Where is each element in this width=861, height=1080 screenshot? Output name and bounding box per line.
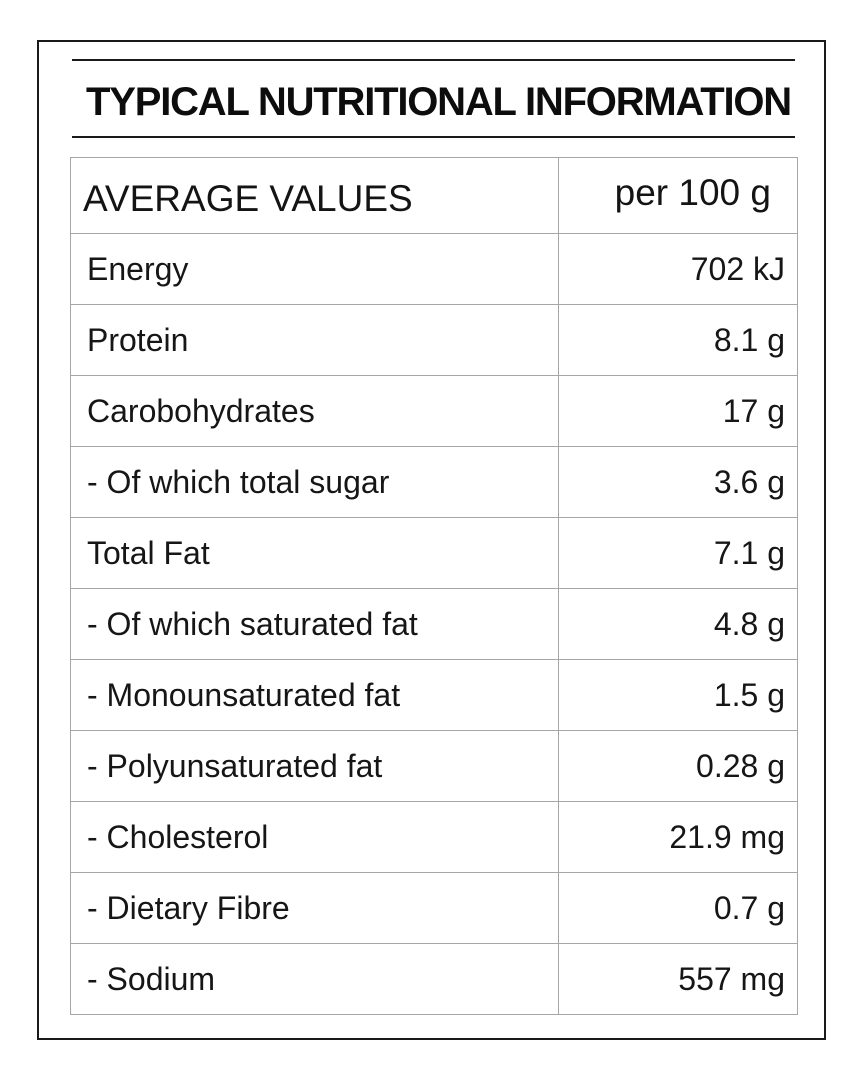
table-header-row: AVERAGE VALUES per 100 g	[70, 157, 798, 234]
title-rule-bottom	[72, 136, 795, 138]
nutrient-name: Energy	[70, 233, 559, 305]
table-row: - Of which saturated fat 4.8 g	[70, 588, 798, 660]
table-row: - Polyunsaturated fat 0.28 g	[70, 730, 798, 802]
table-row: - Cholesterol 21.9 mg	[70, 801, 798, 873]
nutrient-value: 0.7 g	[558, 872, 798, 944]
table-row: Energy 702 kJ	[70, 233, 798, 305]
nutrient-value: 17 g	[558, 375, 798, 447]
nutrient-value: 7.1 g	[558, 517, 798, 589]
nutrient-value: 1.5 g	[558, 659, 798, 731]
table-row: - Of which total sugar 3.6 g	[70, 446, 798, 518]
nutrient-name: Protein	[70, 304, 559, 376]
nutrient-name: Carobohydrates	[70, 375, 559, 447]
table-row: Carobohydrates 17 g	[70, 375, 798, 447]
nutrient-value: 0.28 g	[558, 730, 798, 802]
nutrition-table: AVERAGE VALUES per 100 g Energy 702 kJ P…	[70, 157, 798, 1015]
nutrient-name: - Of which saturated fat	[70, 588, 559, 660]
header-per-100g: per 100 g	[558, 157, 798, 234]
nutrient-value: 4.8 g	[558, 588, 798, 660]
nutrient-name: - Sodium	[70, 943, 559, 1015]
nutrition-title: TYPICAL NUTRITIONAL INFORMATION	[86, 80, 792, 124]
nutrient-name: - Polyunsaturated fat	[70, 730, 559, 802]
nutrient-value: 8.1 g	[558, 304, 798, 376]
table-row: - Monounsaturated fat 1.5 g	[70, 659, 798, 731]
nutrient-name: - Cholesterol	[70, 801, 559, 873]
table-row: - Dietary Fibre 0.7 g	[70, 872, 798, 944]
nutrient-name: - Of which total sugar	[70, 446, 559, 518]
table-row: Total Fat 7.1 g	[70, 517, 798, 589]
title-rule-top	[72, 59, 795, 61]
header-average-values: AVERAGE VALUES	[70, 157, 559, 234]
nutrient-name: Total Fat	[70, 517, 559, 589]
nutrient-value: 3.6 g	[558, 446, 798, 518]
nutrient-value: 21.9 mg	[558, 801, 798, 873]
nutrient-name: - Dietary Fibre	[70, 872, 559, 944]
nutrient-name: - Monounsaturated fat	[70, 659, 559, 731]
nutrient-value: 702 kJ	[558, 233, 798, 305]
table-row: - Sodium 557 mg	[70, 943, 798, 1015]
nutrient-value: 557 mg	[558, 943, 798, 1015]
table-row: Protein 8.1 g	[70, 304, 798, 376]
